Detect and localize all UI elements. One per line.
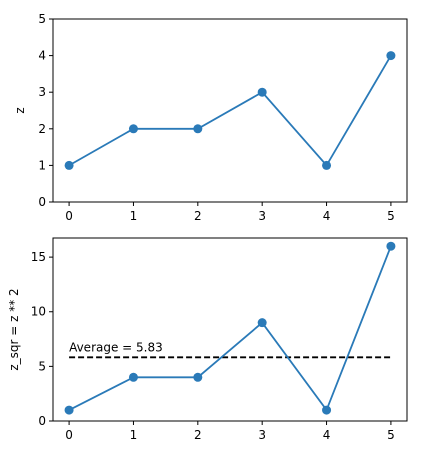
- x-tick-label: 4: [323, 428, 331, 442]
- y-tick-label: 5: [38, 359, 46, 373]
- data-point: [64, 160, 74, 170]
- y-axis-label: z_sqr = z ** 2: [7, 288, 21, 370]
- y-tick-label: 4: [38, 49, 46, 63]
- x-tick-label: 3: [258, 428, 266, 442]
- x-tick-label: 2: [194, 209, 202, 223]
- data-point: [64, 405, 74, 415]
- x-tick-label: 3: [258, 209, 266, 223]
- y-tick-label: 5: [38, 12, 46, 26]
- x-tick-label: 4: [323, 209, 331, 223]
- y-tick-label: 0: [38, 414, 46, 428]
- plot-frame: [52, 18, 408, 203]
- y-tick-label: 1: [38, 158, 46, 172]
- y-tick-label: 3: [38, 85, 46, 99]
- data-point: [322, 160, 332, 170]
- data-point: [128, 124, 138, 134]
- y-axis-label: z: [13, 107, 27, 113]
- x-tick-label: 5: [387, 209, 395, 223]
- bottom-axes: 0 1 2 3 4 5 0 5 10 15 z_sqr = z ** 2 Average = 5.83: [7, 237, 408, 442]
- x-tick-label: 0: [65, 428, 73, 442]
- data-point: [193, 124, 203, 134]
- data-point: [322, 405, 332, 415]
- x-tick-label: 0: [65, 209, 73, 223]
- series-line: [68, 245, 392, 412]
- data-point: [193, 372, 203, 382]
- data-point: [128, 372, 138, 382]
- x-tick-label: 2: [194, 428, 202, 442]
- top-axes: 0 1 2 3 4 5 0 1 2 3 4 5 z: [13, 12, 408, 223]
- series-line: [68, 55, 392, 167]
- y-tick-label: 0: [38, 195, 46, 209]
- data-point: [386, 241, 396, 251]
- data-point: [257, 318, 267, 328]
- x-tick-label: 1: [130, 428, 138, 442]
- average-annotation: Average = 5.83: [69, 340, 163, 354]
- y-tick-label: 15: [31, 250, 46, 264]
- x-tick-label: 5: [387, 428, 395, 442]
- data-point: [257, 87, 267, 97]
- y-tick-label: 2: [38, 122, 46, 136]
- x-tick-label: 1: [130, 209, 138, 223]
- y-tick-label: 10: [31, 305, 46, 319]
- plot-frame: [52, 237, 408, 422]
- data-point: [386, 51, 396, 61]
